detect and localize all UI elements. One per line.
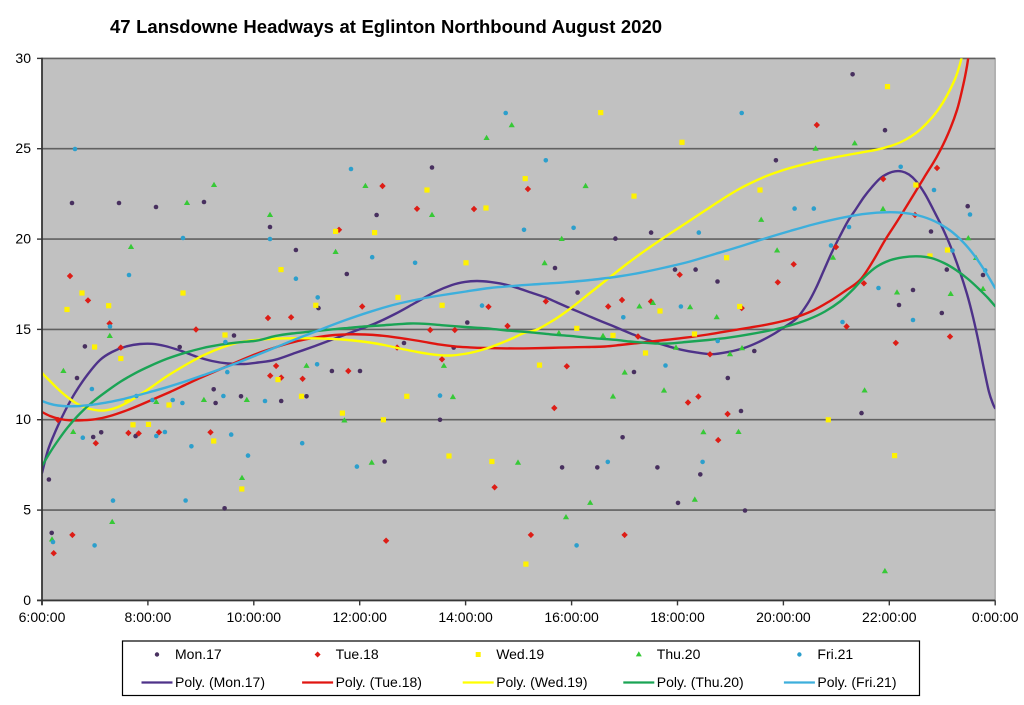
svg-text:Thu.20: Thu.20 <box>657 646 701 662</box>
svg-text:Poly. (Wed.19): Poly. (Wed.19) <box>496 674 587 690</box>
svg-text:10: 10 <box>15 411 31 427</box>
svg-text:6:00:00: 6:00:00 <box>19 609 66 625</box>
svg-text:Poly. (Thu.20): Poly. (Thu.20) <box>657 674 744 690</box>
svg-text:22:00:00: 22:00:00 <box>862 609 917 625</box>
svg-text:8:00:00: 8:00:00 <box>125 609 172 625</box>
svg-text:15: 15 <box>15 321 31 337</box>
svg-text:Poly. (Fri.21): Poly. (Fri.21) <box>817 674 896 690</box>
svg-text:Tue.18: Tue.18 <box>336 646 379 662</box>
svg-text:Poly. (Tue.18): Poly. (Tue.18) <box>336 674 422 690</box>
svg-text:20: 20 <box>15 231 31 247</box>
svg-text:25: 25 <box>15 140 31 156</box>
svg-text:14:00:00: 14:00:00 <box>438 609 493 625</box>
svg-text:10:00:00: 10:00:00 <box>227 609 282 625</box>
svg-text:20:00:00: 20:00:00 <box>756 609 811 625</box>
svg-text:5: 5 <box>23 502 31 518</box>
svg-text:18:00:00: 18:00:00 <box>650 609 705 625</box>
svg-text:0:00:00: 0:00:00 <box>972 609 1019 625</box>
svg-text:Mon.17: Mon.17 <box>175 646 222 662</box>
svg-text:12:00:00: 12:00:00 <box>332 609 387 625</box>
svg-text:47 Lansdowne Headways at Eglin: 47 Lansdowne Headways at Eglinton Northb… <box>110 16 662 37</box>
svg-text:30: 30 <box>15 50 31 66</box>
svg-text:Fri.21: Fri.21 <box>817 646 853 662</box>
svg-text:0: 0 <box>23 592 31 608</box>
svg-text:16:00:00: 16:00:00 <box>544 609 599 625</box>
svg-text:Wed.19: Wed.19 <box>496 646 544 662</box>
svg-text:Poly. (Mon.17): Poly. (Mon.17) <box>175 674 265 690</box>
